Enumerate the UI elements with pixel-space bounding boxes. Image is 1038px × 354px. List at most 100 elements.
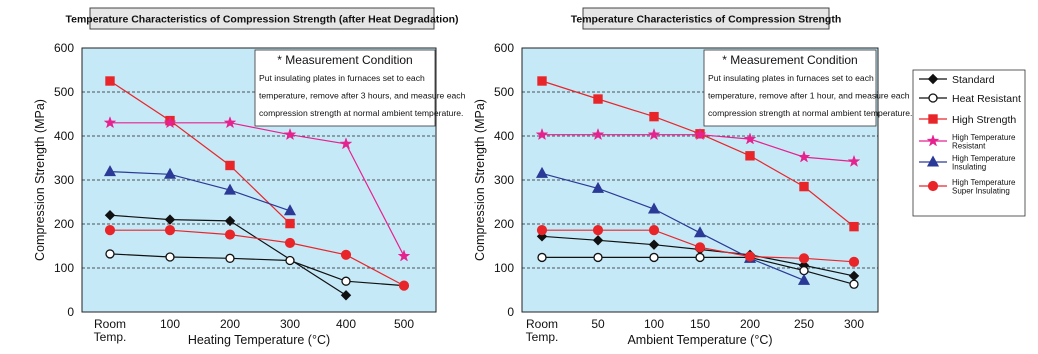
legend-label: High Temperature [952, 133, 1016, 142]
data-point [537, 76, 547, 86]
x-tick-label: Temp. [526, 330, 559, 344]
series-line [109, 80, 291, 225]
x-tick-label: Temp. [94, 330, 127, 344]
measurement-condition-note: * Measurement Condition Put insulating pl… [254, 49, 466, 127]
legend-label: High Strength [952, 114, 1016, 126]
data-point [339, 137, 353, 150]
y-tick-label: 400 [54, 129, 74, 143]
data-point [743, 132, 757, 145]
measurement-condition-note: * Measurement Condition Put insulating pl… [703, 49, 912, 127]
legend-marker [926, 155, 940, 167]
y-tick-label: 0 [67, 305, 74, 319]
x-tick-label: 50 [591, 317, 605, 331]
legend-label: High Temperature [952, 154, 1016, 163]
series-line [109, 171, 291, 212]
y-axis-label: Compression Strength (MPa) [473, 99, 487, 261]
y-tick-label: 100 [494, 261, 514, 275]
chart-heat-degradation: Temperature Characteristics of Compressi… [33, 7, 466, 347]
data-point [340, 249, 352, 260]
data-point [848, 256, 860, 267]
data-point [283, 204, 297, 216]
data-point [647, 202, 661, 214]
data-point [163, 167, 177, 179]
x-tick-label: 200 [740, 317, 760, 331]
legend-label: Insulating [952, 163, 986, 172]
data-point [536, 225, 548, 236]
data-point [591, 127, 605, 141]
data-point [648, 239, 660, 250]
data-point [694, 242, 706, 253]
note-line: Put insulating plates in furnaces set to… [708, 73, 874, 83]
data-point [103, 165, 117, 177]
data-point [284, 237, 296, 249]
data-point [341, 276, 351, 286]
data-point [592, 235, 604, 246]
data-point [797, 150, 811, 163]
legend-item-heat-resistant: Heat Resistant [919, 93, 1021, 105]
data-point [797, 273, 811, 285]
data-point [224, 215, 236, 227]
x-tick-label: 400 [336, 317, 356, 331]
data-point [744, 251, 756, 262]
y-tick-label: 500 [494, 85, 514, 99]
legend-marker [928, 93, 938, 103]
chart-title-box [89, 7, 435, 30]
legend-marker [928, 114, 938, 124]
note-title: * Measurement Condition [722, 53, 857, 67]
data-point [163, 116, 177, 129]
y-tick-label: 0 [507, 305, 514, 319]
chart-title: Temperature Characteristics of Compressi… [65, 7, 459, 30]
y-tick-label: 300 [54, 173, 74, 187]
legend-label: Resistant [952, 142, 986, 151]
data-point [164, 214, 176, 225]
data-point [591, 181, 605, 193]
y-tick-label: 500 [54, 85, 74, 99]
legend-label: Standard [952, 74, 995, 86]
data-point [649, 111, 659, 122]
data-point [105, 249, 115, 259]
series-high-temperature-super-insulating [536, 225, 860, 267]
x-tick-label: 100 [160, 317, 180, 331]
y-tick-label: 100 [54, 261, 74, 275]
data-point [799, 181, 809, 192]
series-high-temperature-resistant [535, 127, 861, 167]
data-point [535, 127, 549, 141]
data-point [693, 127, 707, 141]
data-point [593, 94, 603, 104]
data-point [535, 166, 549, 178]
series-high-temperature-super-insulating [104, 225, 410, 291]
legend-marker [926, 134, 940, 147]
x-tick-label: 100 [644, 317, 664, 331]
series-line [110, 122, 405, 257]
data-point [283, 127, 297, 141]
data-point [223, 116, 237, 129]
note-box [703, 49, 877, 127]
series-high-temperature-resistant [103, 116, 411, 262]
data-point [104, 209, 116, 221]
note-title: * Measurement Condition [277, 53, 412, 67]
y-tick-label: 400 [494, 129, 514, 143]
data-point [223, 183, 237, 195]
legend-item-standard: Standard [919, 73, 995, 86]
x-tick-label: Room [526, 317, 558, 331]
note-line: temperature, remove after 1 hour, and me… [708, 91, 910, 101]
note-line: compression strength at normal ambient t… [708, 108, 912, 118]
y-tick-label: 600 [494, 41, 514, 55]
data-point [224, 229, 236, 240]
data-point [693, 226, 707, 238]
data-point [849, 221, 859, 232]
x-tick-label: 300 [280, 317, 300, 331]
note-line: Put insulating plates in furnaces set to… [259, 73, 425, 83]
chart-ambient-temperature: Temperature Characteristics of Compressi… [473, 7, 912, 347]
y-tick-label: 600 [54, 41, 74, 55]
series-line [110, 229, 405, 287]
note-box [254, 49, 436, 127]
data-point [397, 249, 411, 262]
x-tick-label: 500 [394, 317, 414, 331]
data-point [745, 151, 755, 161]
data-point [647, 127, 661, 141]
data-point [592, 225, 604, 236]
chart-title: Temperature Characteristics of Compressi… [571, 7, 841, 30]
chart-title-box [582, 7, 830, 30]
